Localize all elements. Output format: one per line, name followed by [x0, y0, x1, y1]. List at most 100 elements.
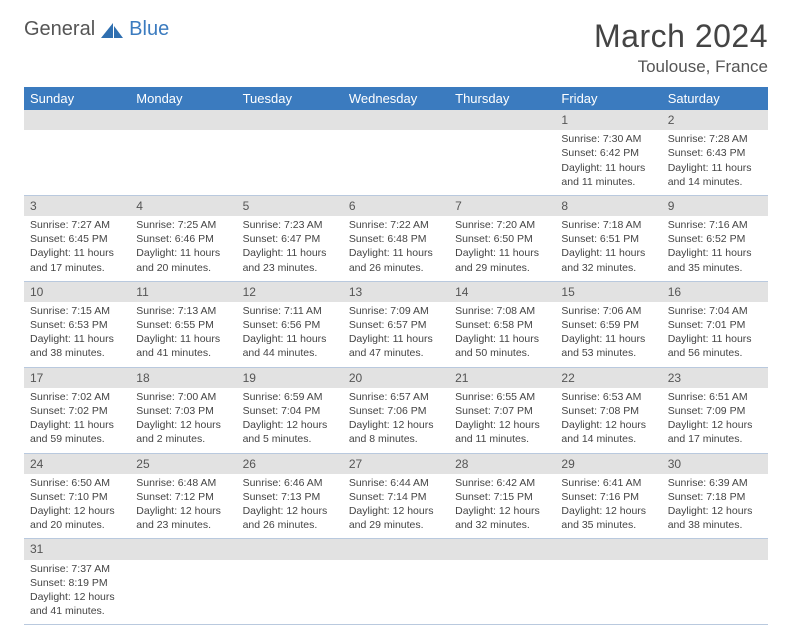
day-number-cell: 30: [662, 453, 768, 474]
day-data-cell: Sunrise: 6:59 AMSunset: 7:04 PMDaylight:…: [237, 388, 343, 453]
daynum-row: 10111213141516: [24, 281, 768, 302]
day-number-cell: 5: [237, 195, 343, 216]
day-number: 8: [561, 199, 568, 213]
dl1-text: Daylight: 12 hours: [668, 418, 762, 432]
sunrise-text: Sunrise: 6:41 AM: [561, 476, 655, 490]
dl2-text: and 53 minutes.: [561, 346, 655, 360]
day-header: Friday: [555, 87, 661, 110]
day-number: 20: [349, 371, 362, 385]
day-number: 30: [668, 457, 681, 471]
sunset-text: Sunset: 6:45 PM: [30, 232, 124, 246]
sunrise-text: Sunrise: 6:55 AM: [455, 390, 549, 404]
day-number-cell: 14: [449, 281, 555, 302]
day-number-cell: 26: [237, 453, 343, 474]
day-data-cell: Sunrise: 7:04 AMSunset: 7:01 PMDaylight:…: [662, 302, 768, 367]
dl1-text: Daylight: 11 hours: [243, 332, 337, 346]
sunset-text: Sunset: 7:10 PM: [30, 490, 124, 504]
dl1-text: Daylight: 11 hours: [349, 246, 443, 260]
day-header: Tuesday: [237, 87, 343, 110]
daynum-row: 31: [24, 539, 768, 560]
dl2-text: and 26 minutes.: [243, 518, 337, 532]
day-number-cell: 9: [662, 195, 768, 216]
sunset-text: Sunset: 7:08 PM: [561, 404, 655, 418]
day-data-cell: Sunrise: 6:50 AMSunset: 7:10 PMDaylight:…: [24, 474, 130, 539]
sunrise-text: Sunrise: 7:02 AM: [30, 390, 124, 404]
day-number: 3: [30, 199, 37, 213]
day-number: 27: [349, 457, 362, 471]
dl2-text: and 38 minutes.: [668, 518, 762, 532]
sunrise-text: Sunrise: 7:37 AM: [30, 562, 124, 576]
dl2-text: and 47 minutes.: [349, 346, 443, 360]
day-data-cell: Sunrise: 7:02 AMSunset: 7:02 PMDaylight:…: [24, 388, 130, 453]
calendar-table: Sunday Monday Tuesday Wednesday Thursday…: [24, 87, 768, 625]
dl2-text: and 2 minutes.: [136, 432, 230, 446]
sunset-text: Sunset: 7:01 PM: [668, 318, 762, 332]
day-number: 23: [668, 371, 681, 385]
dl2-text: and 14 minutes.: [561, 432, 655, 446]
data-row: Sunrise: 6:50 AMSunset: 7:10 PM Daylight:…: [24, 474, 768, 539]
dl1-text: Daylight: 11 hours: [136, 246, 230, 260]
day-number-cell: [24, 110, 130, 130]
day-number: 7: [455, 199, 462, 213]
day-number: 26: [243, 457, 256, 471]
day-data-cell: Sunrise: 7:25 AMSunset: 6:46 PMDaylight:…: [130, 216, 236, 281]
day-number-cell: 28: [449, 453, 555, 474]
day-number: 10: [30, 285, 43, 299]
sunset-text: Sunset: 7:13 PM: [243, 490, 337, 504]
day-data-cell: [130, 130, 236, 195]
dl2-text: and 56 minutes.: [668, 346, 762, 360]
sunrise-text: Sunrise: 6:42 AM: [455, 476, 549, 490]
day-number: 25: [136, 457, 149, 471]
logo-sail-icon: [99, 20, 125, 40]
sunset-text: Sunset: 7:18 PM: [668, 490, 762, 504]
month-title: March 2024: [594, 18, 768, 55]
day-number-cell: 25: [130, 453, 236, 474]
sunrise-text: Sunrise: 7:11 AM: [243, 304, 337, 318]
dl2-text: and 29 minutes.: [349, 518, 443, 532]
day-data-cell: Sunrise: 6:51 AMSunset: 7:09 PMDaylight:…: [662, 388, 768, 453]
day-number-cell: 27: [343, 453, 449, 474]
day-number-cell: 1: [555, 110, 661, 130]
sunset-text: Sunset: 6:50 PM: [455, 232, 549, 246]
day-number-cell: [130, 110, 236, 130]
dl1-text: Daylight: 11 hours: [243, 246, 337, 260]
day-number-cell: 2: [662, 110, 768, 130]
data-row: Sunrise: 7:30 AMSunset: 6:42 PMDaylight:…: [24, 130, 768, 195]
day-number: 28: [455, 457, 468, 471]
dl2-text: and 35 minutes.: [668, 261, 762, 275]
dl1-text: Daylight: 11 hours: [561, 161, 655, 175]
sunrise-text: Sunrise: 7:04 AM: [668, 304, 762, 318]
sunset-text: Sunset: 7:02 PM: [30, 404, 124, 418]
dl1-text: Daylight: 12 hours: [455, 418, 549, 432]
dl1-text: Daylight: 12 hours: [349, 418, 443, 432]
day-data-cell: [343, 130, 449, 195]
dl1-text: Daylight: 11 hours: [30, 246, 124, 260]
sunrise-text: Sunrise: 7:27 AM: [30, 218, 124, 232]
sunrise-text: Sunrise: 7:30 AM: [561, 132, 655, 146]
day-number-cell: 17: [24, 367, 130, 388]
sunrise-text: Sunrise: 6:50 AM: [30, 476, 124, 490]
dl1-text: Daylight: 11 hours: [561, 332, 655, 346]
day-number-cell: 7: [449, 195, 555, 216]
dl2-text: and 8 minutes.: [349, 432, 443, 446]
sunrise-text: Sunrise: 6:39 AM: [668, 476, 762, 490]
daynum-row: 17181920212223: [24, 367, 768, 388]
sunrise-text: Sunrise: 7:00 AM: [136, 390, 230, 404]
day-number-cell: 4: [130, 195, 236, 216]
sunrise-text: Sunrise: 7:16 AM: [668, 218, 762, 232]
sunrise-text: Sunrise: 6:46 AM: [243, 476, 337, 490]
daynum-row: 3456789: [24, 195, 768, 216]
dl1-text: Daylight: 11 hours: [668, 161, 762, 175]
sunset-text: Sunset: 7:04 PM: [243, 404, 337, 418]
day-data-cell: Sunrise: 6:44 AMSunset: 7:14 PMDaylight:…: [343, 474, 449, 539]
day-number-cell: 16: [662, 281, 768, 302]
day-number-cell: [130, 539, 236, 560]
day-data-cell: [237, 130, 343, 195]
sunset-text: Sunset: 6:56 PM: [243, 318, 337, 332]
dl2-text: and 14 minutes.: [668, 175, 762, 189]
day-number-cell: 21: [449, 367, 555, 388]
sunrise-text: Sunrise: 7:13 AM: [136, 304, 230, 318]
day-number: 5: [243, 199, 250, 213]
dl1-text: Daylight: 12 hours: [668, 504, 762, 518]
sunset-text: Sunset: 6:42 PM: [561, 146, 655, 160]
